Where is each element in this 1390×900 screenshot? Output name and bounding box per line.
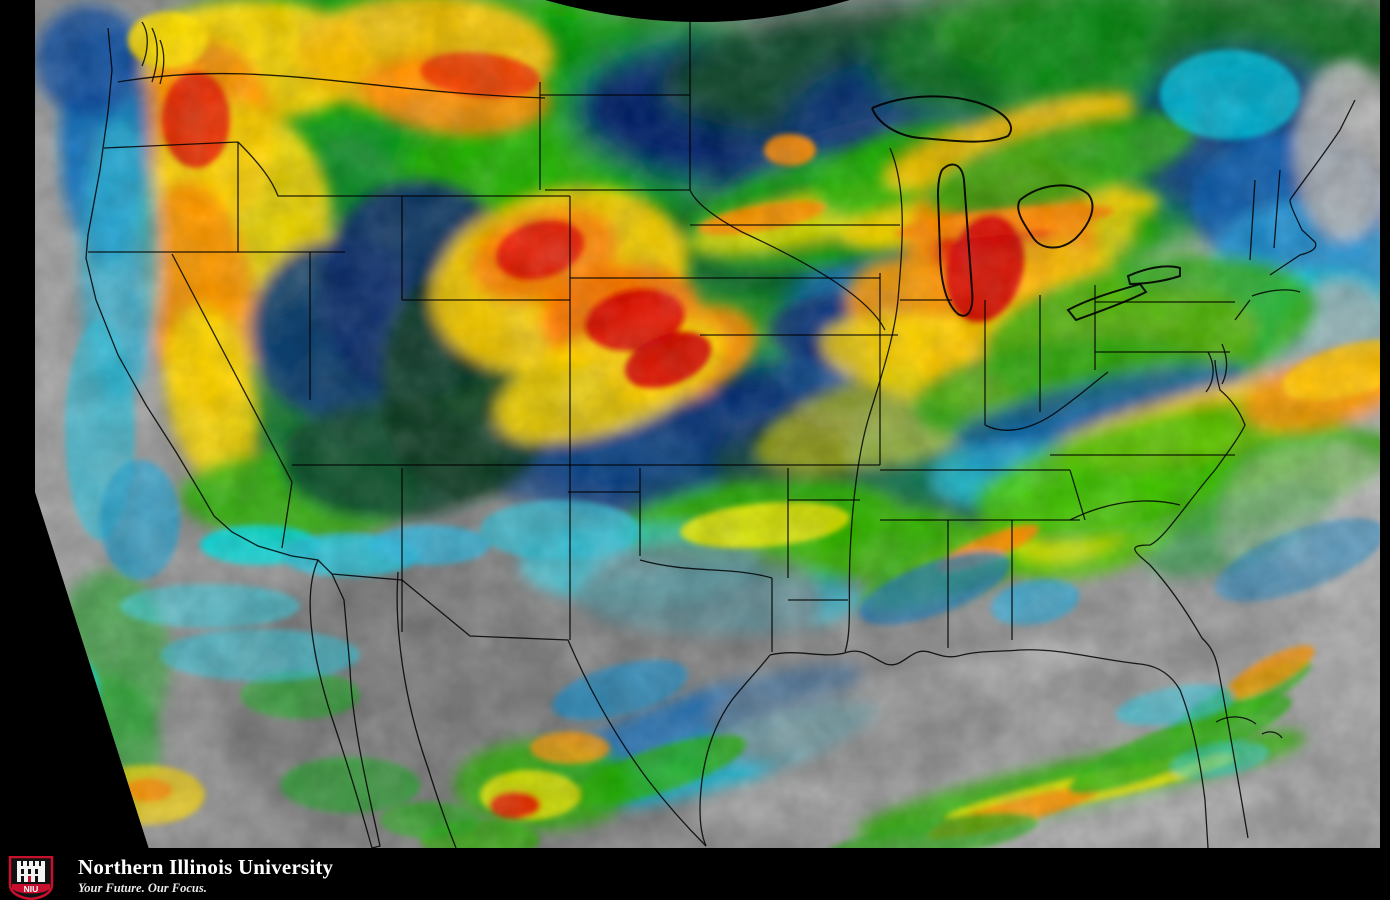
niu-wordmark-block: Northern Illinois University Your Future… (78, 856, 333, 896)
university-name: Northern Illinois University (78, 855, 334, 879)
cloud-texture-dark (35, 0, 1380, 852)
footer-bar: NIU Northern Illinois University Your Fu… (0, 848, 1390, 900)
satellite-map (35, 0, 1380, 852)
niu-logo-shield: NIU (8, 856, 54, 900)
great-lakes-outlines (871, 95, 1181, 322)
university-tagline: Your Future. Our Focus. (78, 881, 207, 895)
satellite-map-svg (35, 0, 1380, 852)
niu-brand: NIU Northern Illinois University Your Fu… (8, 856, 333, 900)
map-content (35, 0, 1380, 852)
niu-logo-text: NIU (24, 884, 39, 894)
state-borders (85, 15, 1356, 849)
scan-edge-top (545, 0, 850, 22)
